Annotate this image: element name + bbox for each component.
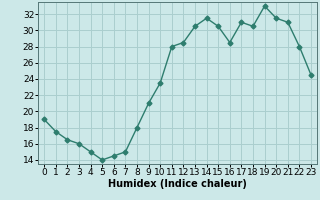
X-axis label: Humidex (Indice chaleur): Humidex (Indice chaleur) [108, 179, 247, 189]
